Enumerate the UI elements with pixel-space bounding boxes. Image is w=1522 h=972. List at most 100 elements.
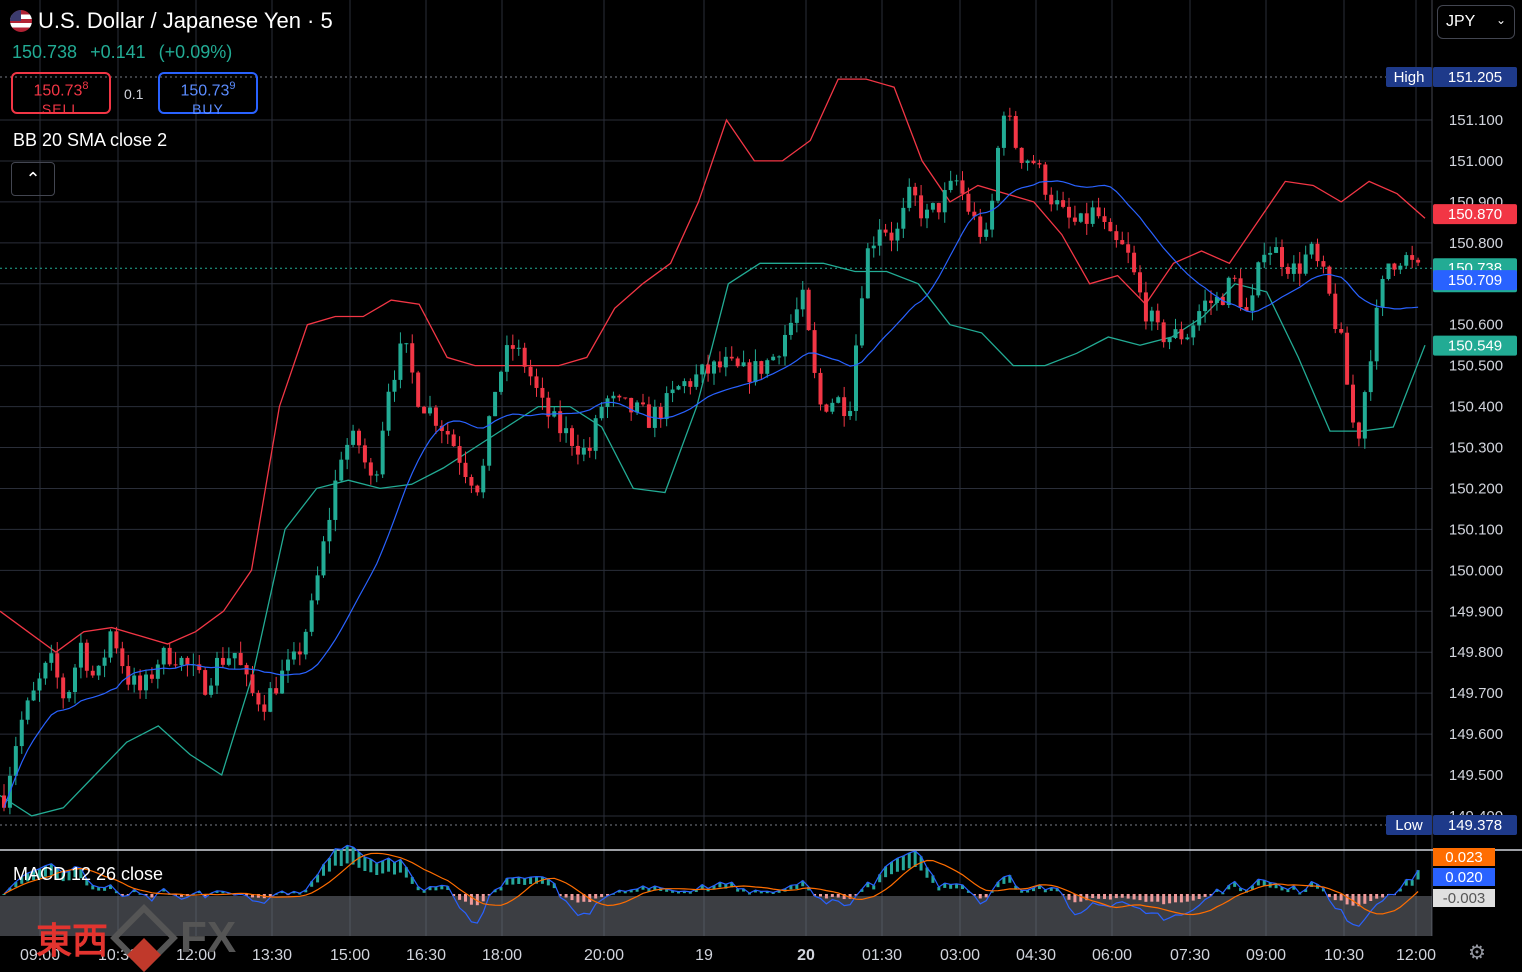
candle-body xyxy=(599,406,604,419)
macd-signal-line xyxy=(3,852,1419,916)
macd-histogram-bar xyxy=(49,863,53,876)
macd-value-box xyxy=(1433,848,1495,866)
y-tick-label: 149.700 xyxy=(1449,685,1503,702)
symbol-header[interactable]: U.S. Dollar / Japanese Yen · 5 xyxy=(10,8,333,34)
candle-body xyxy=(765,360,770,374)
macd-histogram-bar xyxy=(842,894,846,900)
macd-line xyxy=(3,844,1419,927)
candle-body xyxy=(883,229,888,233)
chevron-down-icon: ⌄ xyxy=(1495,13,1506,27)
macd-histogram-bar xyxy=(949,884,953,889)
candle-body xyxy=(800,289,805,310)
macd-histogram-bar xyxy=(14,881,18,888)
macd-histogram-bar xyxy=(961,884,964,890)
candle-body xyxy=(854,345,858,411)
macd-histogram-bar xyxy=(724,884,728,889)
candle-body xyxy=(138,675,143,691)
macd-histogram-bar xyxy=(1416,870,1420,880)
candle-body xyxy=(735,358,740,367)
candle-body xyxy=(280,670,285,694)
y-tick-label: 149.800 xyxy=(1449,644,1503,661)
candle-body xyxy=(540,387,545,398)
macd-histogram-bar xyxy=(103,887,107,891)
candle-body xyxy=(315,575,320,601)
collapse-indicators-button[interactable]: ⌃ xyxy=(11,162,55,196)
candle-body xyxy=(990,200,995,230)
currency-select[interactable]: JPY ⌄ xyxy=(1437,5,1515,39)
sell-pip: 8 xyxy=(82,80,89,92)
macd-histogram-bar xyxy=(144,894,148,896)
candle-body xyxy=(1262,254,1267,263)
candle-body xyxy=(144,674,148,691)
macd-histogram-bar xyxy=(1197,894,1201,899)
macd-histogram-bar xyxy=(1209,894,1213,896)
macd-histogram-bar xyxy=(765,891,769,894)
candle-body xyxy=(972,211,977,217)
candle-body xyxy=(1232,277,1237,279)
candle-body xyxy=(646,404,651,428)
x-tick-label: 10:30 xyxy=(1324,947,1364,964)
x-tick-label: 01:30 xyxy=(862,947,902,964)
settings-gear-icon[interactable]: ⚙ xyxy=(1468,942,1486,964)
candle-body xyxy=(1392,263,1397,270)
macd-histogram-bar xyxy=(1327,894,1331,898)
macd-histogram-bar xyxy=(8,887,12,891)
x-tick-label: 18:00 xyxy=(482,947,522,964)
macd-histogram-bar xyxy=(375,863,379,876)
macd-histogram-bar xyxy=(1032,888,1035,892)
candle-body xyxy=(1114,231,1119,241)
macd-histogram-bar xyxy=(174,894,178,896)
candle-body xyxy=(629,397,634,413)
macd-histogram-bar xyxy=(304,889,308,893)
candle-body xyxy=(824,404,829,412)
candle-body xyxy=(1297,263,1302,274)
macd-histogram-bar xyxy=(1126,894,1130,899)
candle-body xyxy=(481,465,486,493)
sell-button[interactable]: 150.738 SELL xyxy=(11,72,111,117)
buy-button[interactable]: 150.739 BUY xyxy=(158,72,258,117)
candle-body xyxy=(161,647,166,665)
candle-body xyxy=(238,652,243,666)
macd-histogram-bar xyxy=(1321,888,1325,892)
candle-body xyxy=(61,677,66,699)
macd-histogram-bar xyxy=(884,866,888,878)
macd-histogram-bar xyxy=(1049,887,1053,891)
bb-indicator-label[interactable]: BB 20 SMA close 2 xyxy=(13,130,168,150)
macd-histogram-bar xyxy=(316,874,320,883)
candle-body xyxy=(493,391,498,417)
macd-histogram-bar xyxy=(1103,894,1106,900)
candle-body xyxy=(1191,325,1196,338)
macd-histogram-bar xyxy=(558,894,562,897)
candle-body xyxy=(404,343,409,345)
candle-body xyxy=(865,248,870,299)
candle-body xyxy=(996,147,1000,201)
macd-histogram-bar xyxy=(623,891,627,894)
x-tick-label: 15:00 xyxy=(330,947,370,964)
macd-histogram-bar xyxy=(647,888,651,892)
macd-histogram-bar xyxy=(866,882,870,888)
y-tick-label: 150.500 xyxy=(1449,358,1503,375)
macd-histogram-bar xyxy=(114,891,118,894)
candle-body xyxy=(919,195,924,219)
macd-histogram-bar xyxy=(1179,894,1183,903)
candle-body xyxy=(504,345,509,372)
x-tick-label: 09:00 xyxy=(1246,947,1286,964)
candle-body xyxy=(268,688,273,712)
candle-body xyxy=(522,347,527,367)
macd-indicator-label[interactable]: MACD 12 26 close xyxy=(13,864,164,884)
macd-histogram-bar xyxy=(1339,894,1343,901)
candle-body xyxy=(37,678,42,691)
macd-histogram-bar xyxy=(895,858,899,872)
candle-body xyxy=(1256,262,1261,296)
candle-body xyxy=(842,397,847,417)
candle-body xyxy=(889,232,894,241)
macd-histogram-bar xyxy=(1398,888,1402,892)
macd-histogram-bar xyxy=(901,855,905,871)
macd-histogram-bar xyxy=(1091,894,1095,899)
candle-body xyxy=(132,675,137,685)
candle-body xyxy=(84,642,89,671)
buy-label: BUY xyxy=(192,101,224,118)
macd-histogram-bar xyxy=(955,883,959,889)
macd-histogram-bar xyxy=(1286,889,1290,893)
